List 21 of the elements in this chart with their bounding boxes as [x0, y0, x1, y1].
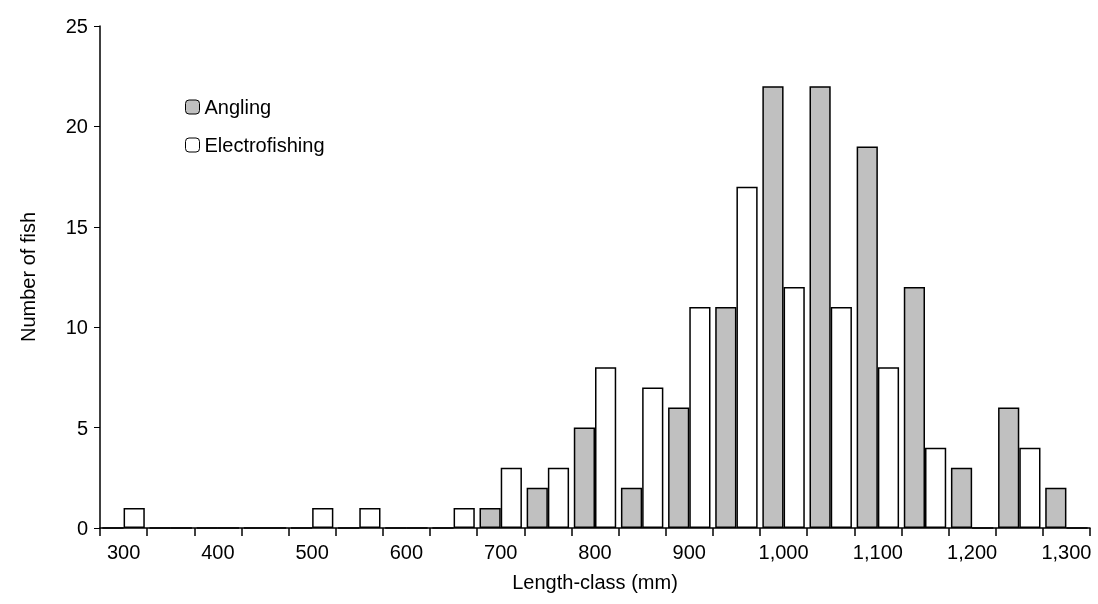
x-axis-title: Length-class (mm) — [512, 571, 678, 593]
y-tick-label: 20 — [65, 115, 88, 138]
y-axis-title: Number of fish — [17, 211, 39, 343]
x-tick-label: 1,100 — [852, 541, 903, 563]
y-tick-label: 25 — [65, 15, 88, 37]
x-tick-label: 300 — [106, 541, 141, 563]
y-tick-label: 10 — [65, 316, 88, 339]
y-tick-label: 5 — [76, 416, 88, 439]
x-tick-label: 1,300 — [1041, 541, 1092, 563]
x-tick-label: 700 — [484, 541, 518, 563]
x-tick-label: 500 — [295, 541, 329, 563]
x-tick-label: 800 — [578, 541, 612, 563]
x-tick-label: 900 — [672, 541, 706, 563]
x-tick-label: 1,000 — [758, 541, 809, 563]
legend-label: Electrofishing — [204, 134, 325, 156]
legend-label: Angling — [204, 96, 272, 118]
y-tick-label: 15 — [65, 215, 88, 238]
y-tick-label: 0 — [76, 517, 88, 539]
x-tick-label: 600 — [389, 541, 424, 563]
x-tick-label: 1,200 — [947, 541, 998, 563]
x-tick-label: 400 — [201, 541, 235, 563]
